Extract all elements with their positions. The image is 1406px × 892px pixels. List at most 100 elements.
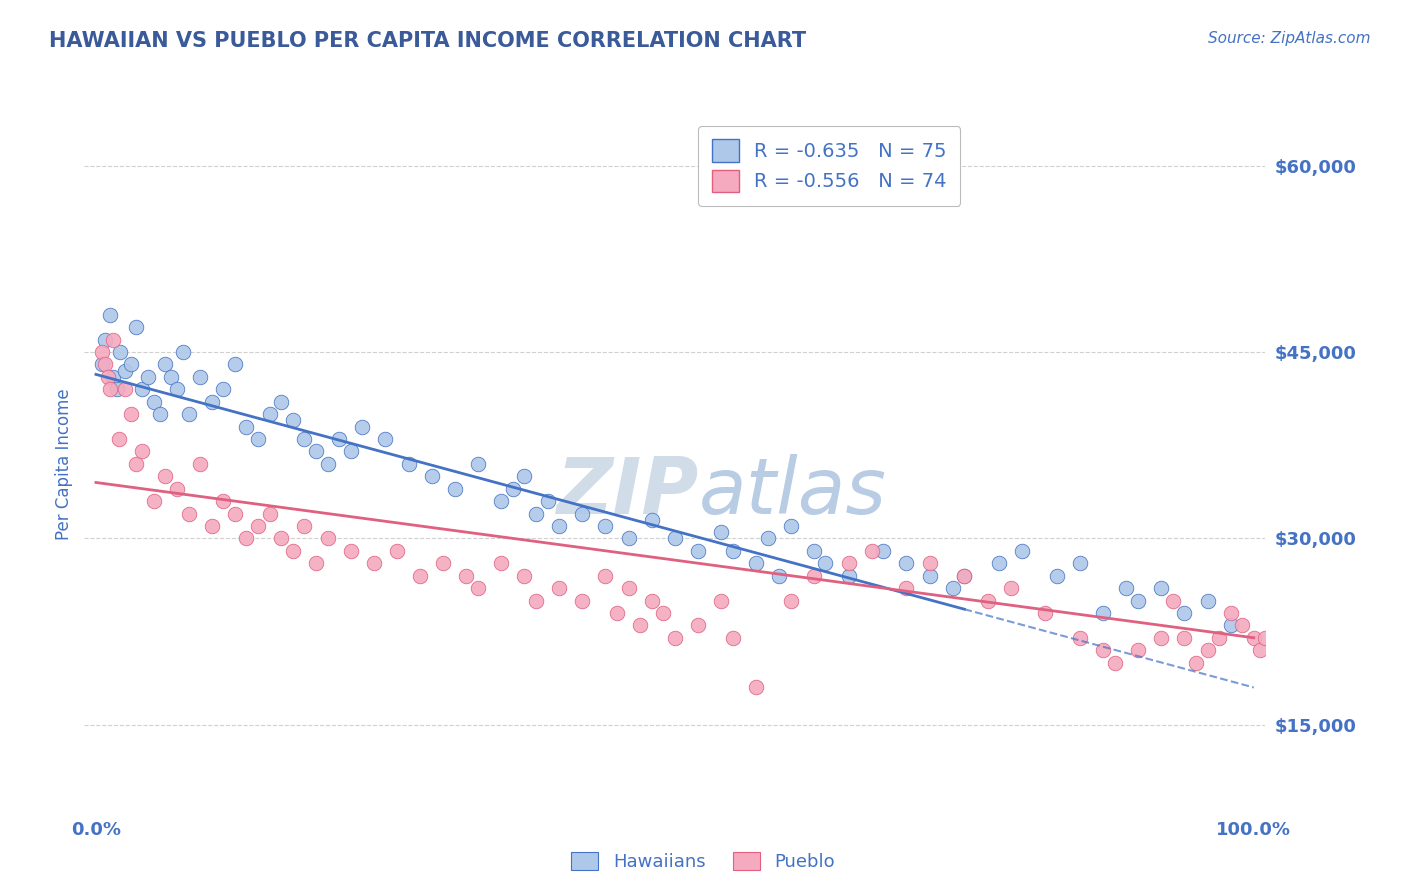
Point (305, 556, 328, 570)
Point (166, 382, 188, 396)
Point (918, 568, 941, 582)
Point (125, 457, 148, 471)
Point (502, 482, 524, 496)
Point (1197, 593, 1219, 607)
Point (988, 556, 1011, 570)
Point (571, 507, 593, 521)
Point (103, 369, 125, 384)
Point (259, 407, 281, 421)
Point (316, 532, 339, 546)
Point (628, 618, 651, 632)
Point (524, 593, 547, 607)
Point (316, 457, 339, 471)
Point (918, 556, 941, 570)
Point (1069, 556, 1091, 570)
Point (721, 543, 744, 558)
Point (456, 568, 478, 582)
Point (224, 358, 246, 372)
Point (247, 519, 270, 533)
Point (142, 394, 165, 409)
Point (1219, 606, 1241, 620)
Point (467, 581, 489, 595)
Point (710, 593, 733, 607)
Point (489, 556, 512, 570)
Point (172, 345, 194, 359)
Point (432, 556, 454, 570)
Legend: R = -0.635   N = 75, R = -0.556   N = 74: R = -0.635 N = 75, R = -0.556 N = 74 (697, 126, 960, 205)
Point (768, 568, 790, 582)
Point (1243, 631, 1265, 645)
Point (606, 606, 628, 620)
Point (110, 345, 132, 359)
Point (352, 419, 374, 434)
Point (1219, 618, 1241, 632)
Point (98, 308, 121, 322)
Point (136, 369, 159, 384)
Point (617, 532, 640, 546)
Point (103, 333, 125, 347)
Point (838, 556, 860, 570)
Point (1232, 618, 1254, 632)
Point (1126, 593, 1149, 607)
Point (1150, 581, 1173, 595)
Point (114, 382, 136, 396)
Point (155, 358, 177, 372)
Point (281, 543, 304, 558)
Point (524, 507, 547, 521)
Point (1092, 606, 1115, 620)
Point (1092, 643, 1115, 657)
Point (942, 581, 965, 595)
Point (641, 513, 664, 527)
Point (105, 382, 128, 396)
Point (1208, 631, 1230, 645)
Point (1249, 643, 1271, 657)
Point (120, 407, 142, 421)
Point (188, 369, 211, 384)
Point (1173, 631, 1195, 645)
Point (363, 556, 385, 570)
Point (513, 568, 536, 582)
Point (201, 519, 224, 533)
Point (212, 494, 235, 508)
Point (235, 419, 257, 434)
Legend: Hawaiians, Pueblo: Hawaiians, Pueblo (564, 845, 842, 879)
Point (513, 469, 536, 483)
Point (664, 631, 686, 645)
Point (201, 394, 224, 409)
Point (838, 568, 860, 582)
Point (1126, 643, 1149, 657)
Point (1161, 593, 1184, 607)
Point (1115, 581, 1137, 595)
Point (595, 519, 617, 533)
Point (292, 519, 315, 533)
Text: Source: ZipAtlas.com: Source: ZipAtlas.com (1208, 31, 1371, 46)
Point (114, 364, 136, 378)
Point (652, 606, 675, 620)
Point (94, 333, 117, 347)
Point (803, 568, 825, 582)
Point (548, 581, 571, 595)
Point (212, 382, 235, 396)
Point (595, 568, 617, 582)
Point (779, 519, 801, 533)
Point (617, 581, 640, 595)
Point (292, 432, 315, 446)
Point (142, 494, 165, 508)
Point (896, 581, 918, 595)
Point (686, 618, 709, 632)
Point (166, 482, 188, 496)
Point (339, 444, 361, 458)
Y-axis label: Per Capita Income: Per Capita Income (55, 388, 73, 540)
Point (489, 494, 512, 508)
Point (125, 320, 148, 334)
Point (664, 532, 686, 546)
Point (1150, 631, 1173, 645)
Point (270, 394, 292, 409)
Text: ZIP: ZIP (557, 454, 699, 530)
Point (270, 532, 292, 546)
Point (385, 543, 408, 558)
Point (976, 593, 998, 607)
Point (1197, 643, 1219, 657)
Point (745, 681, 768, 695)
Point (953, 568, 976, 582)
